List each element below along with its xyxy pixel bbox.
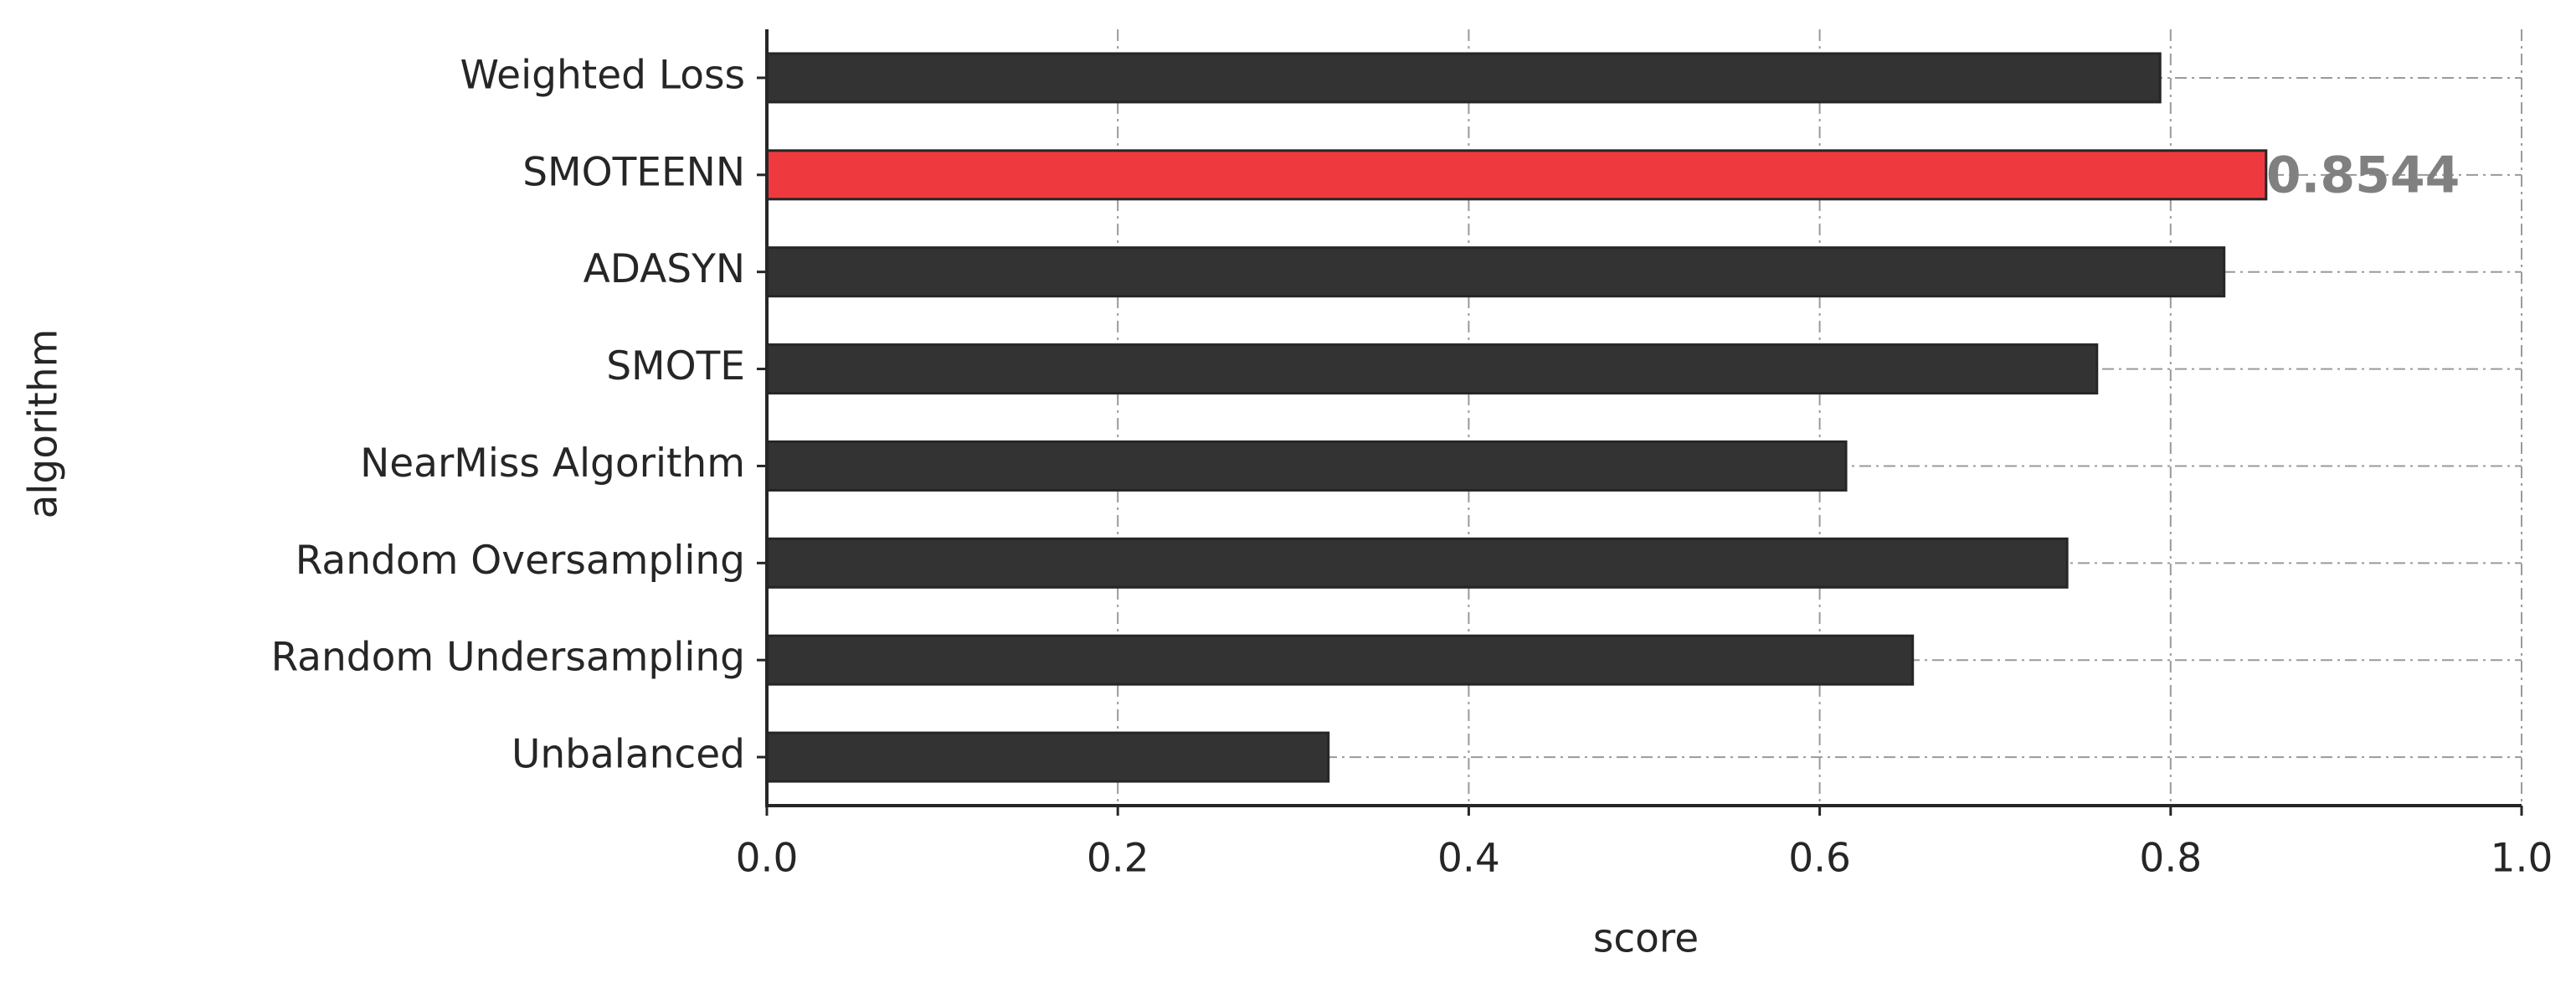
bar xyxy=(765,537,2069,589)
y-axis-label: algorithm xyxy=(21,329,67,519)
y-tick-label: SMOTE xyxy=(606,343,745,389)
x-tick-label: 1.0 xyxy=(2491,836,2553,882)
bar xyxy=(765,440,1848,492)
y-tick-label: ADASYN xyxy=(584,246,745,292)
bar xyxy=(765,246,2226,298)
y-tick-label: SMOTEENN xyxy=(522,149,745,195)
bar xyxy=(765,149,2268,201)
y-tick-label: NearMiss Algorithm xyxy=(360,440,745,487)
x-axis-label: score xyxy=(1593,916,1699,962)
x-tick-label: 0.6 xyxy=(1788,836,1851,882)
bar xyxy=(765,731,1330,783)
y-tick-label: Random Oversampling xyxy=(296,538,745,584)
x-tick-label: 0.0 xyxy=(736,836,799,882)
y-tick-label: Unbalanced xyxy=(512,732,745,778)
bar xyxy=(765,634,1915,686)
bar xyxy=(765,343,2099,395)
y-tick-label: Random Undersampling xyxy=(271,635,745,681)
y-tick-label: Weighted Loss xyxy=(460,52,745,98)
bar xyxy=(765,52,2162,104)
x-tick-label: 0.8 xyxy=(2139,836,2202,882)
value-label: 0.8544 xyxy=(2266,146,2460,204)
x-tick-label: 0.2 xyxy=(1087,836,1149,882)
x-tick-label: 0.4 xyxy=(1437,836,1500,882)
